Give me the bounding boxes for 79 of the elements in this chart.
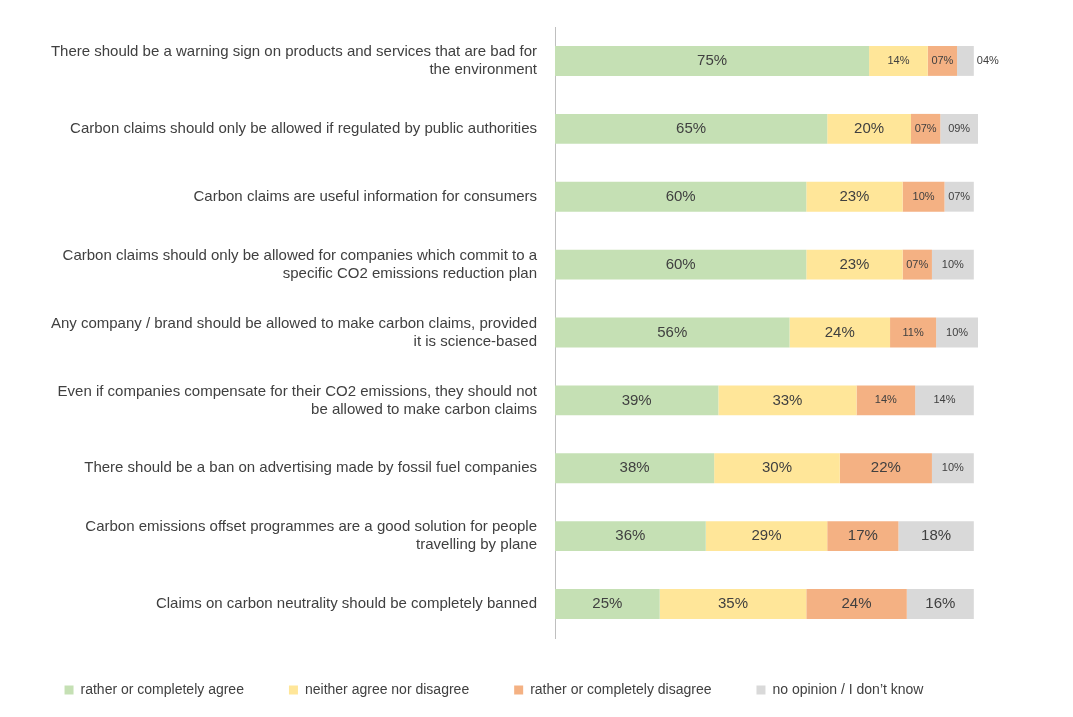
bar bbox=[931, 249, 974, 280]
bar bbox=[906, 589, 974, 619]
data-label: 14% bbox=[933, 393, 956, 406]
data-label: 17% bbox=[847, 526, 878, 544]
bar bbox=[659, 589, 807, 619]
data-label: 29% bbox=[751, 526, 782, 544]
data-label: 75% bbox=[697, 51, 728, 69]
bar bbox=[806, 181, 903, 212]
bar bbox=[555, 46, 870, 76]
legend-label: rather or completely disagree bbox=[530, 680, 712, 697]
y-tick-label: Carbon claims are useful information for consumers bbox=[193, 186, 537, 204]
y-tick-label: Carbon claims should only be allowed if regulated by public authorities bbox=[70, 118, 537, 136]
data-label: 60% bbox=[665, 186, 696, 204]
data-label: 22% bbox=[870, 458, 901, 476]
bar bbox=[555, 181, 807, 212]
bar bbox=[718, 385, 857, 416]
data-label: 65% bbox=[676, 118, 707, 136]
data-label: 20% bbox=[854, 118, 885, 136]
data-label: 04% bbox=[976, 53, 1000, 66]
bar bbox=[555, 589, 660, 619]
y-tick-label: There should be a warning sign on products and services that are bad for the environment bbox=[50, 42, 538, 78]
bar bbox=[839, 453, 932, 484]
y-tick-label: Even if companies compensate for their CO2 emissions, they should not be allowed to make carbon claims bbox=[57, 381, 538, 417]
data-label: 36% bbox=[615, 526, 646, 544]
bar bbox=[555, 249, 807, 280]
bar bbox=[944, 181, 974, 212]
data-label: 25% bbox=[592, 594, 623, 612]
bar bbox=[940, 113, 978, 144]
y-tick-label: There should be a ban on advertising made by fossil fuel companies bbox=[84, 458, 537, 476]
data-label: 16% bbox=[925, 594, 956, 612]
data-label: 14% bbox=[887, 53, 910, 66]
bar bbox=[714, 453, 840, 484]
bar bbox=[555, 385, 719, 416]
data-label: 35% bbox=[717, 594, 749, 612]
bar bbox=[789, 317, 891, 348]
data-label: 10% bbox=[941, 461, 965, 474]
data-label: 24% bbox=[841, 594, 872, 612]
bar bbox=[869, 46, 928, 76]
legend-label: no opinion / I don’t know bbox=[772, 680, 925, 697]
bar bbox=[931, 453, 974, 484]
data-label: 39% bbox=[621, 390, 652, 408]
bar bbox=[555, 453, 715, 484]
y-tick-label: Claims on carbon neutrality should be completely banned bbox=[155, 594, 537, 612]
y-tick-label: Any company / brand should be allowed to make carbon claims, provided it is science-based bbox=[50, 313, 537, 349]
legend-label: rather or completely agree bbox=[80, 680, 245, 697]
bar bbox=[806, 249, 903, 280]
bar bbox=[957, 46, 974, 76]
bar bbox=[705, 521, 828, 552]
bar bbox=[555, 317, 790, 348]
data-label: 07% bbox=[948, 189, 971, 202]
data-label: 07% bbox=[906, 257, 929, 270]
bar bbox=[827, 113, 911, 144]
data-label: 18% bbox=[921, 526, 952, 544]
data-label: 33% bbox=[772, 390, 803, 408]
data-label: 10% bbox=[912, 189, 935, 202]
data-label: 23% bbox=[839, 186, 870, 204]
data-label: 30% bbox=[761, 458, 792, 476]
bar bbox=[898, 521, 974, 552]
data-label: 24% bbox=[824, 322, 855, 340]
bar bbox=[915, 385, 974, 416]
data-label: 07% bbox=[914, 121, 937, 134]
legend-label: neither agree nor disagree bbox=[304, 680, 470, 697]
bar bbox=[827, 521, 899, 552]
bar bbox=[856, 385, 916, 416]
data-label: 38% bbox=[619, 458, 650, 476]
data-label: 10% bbox=[941, 257, 965, 270]
y-tick-label: Carbon emissions offset programmes are a good solution for people travelling by plane bbox=[85, 517, 537, 553]
data-label: 11% bbox=[902, 325, 924, 338]
bar bbox=[555, 521, 706, 552]
data-label: 07% bbox=[931, 53, 954, 66]
bar bbox=[806, 589, 907, 619]
data-label: 60% bbox=[665, 254, 696, 272]
data-label: 10% bbox=[946, 325, 969, 338]
y-tick-label: Carbon claims should only be allowed for companies which commit to a specific CO2 emissions reduction plan bbox=[62, 245, 538, 281]
data-label: 09% bbox=[948, 121, 971, 134]
bar bbox=[555, 113, 828, 144]
data-label: 14% bbox=[874, 393, 898, 406]
data-label: 23% bbox=[839, 254, 870, 272]
data-label: 56% bbox=[657, 322, 688, 340]
